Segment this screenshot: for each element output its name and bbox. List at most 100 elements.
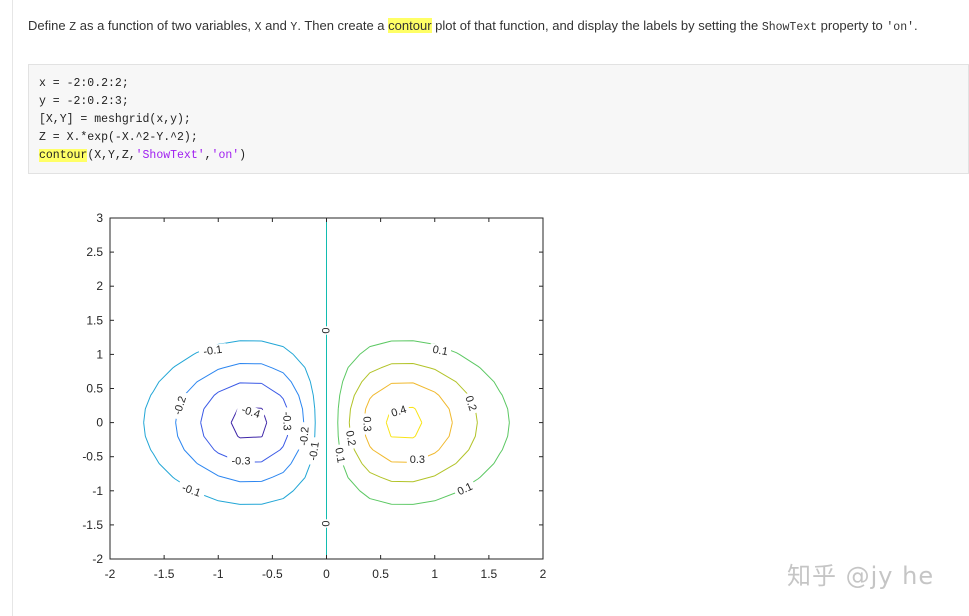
contour-label-bg [235,402,266,423]
contour-label: -0.3 [279,407,293,436]
contour-label-bg [320,326,333,335]
contour-label: 0.2 [461,391,480,416]
description-part: Y [290,21,298,34]
code-token: x = -2:0.2:2; [39,77,129,90]
y-tick-label: 3 [96,211,103,225]
x-tick-label: -1 [213,567,224,581]
contour-label-text: 0.3 [410,454,425,466]
code-token: , [204,149,212,162]
y-tick-label: -0.5 [82,450,103,464]
contour-line [175,362,305,483]
code-token: contour [39,149,88,162]
contour-label: -0.1 [198,343,228,359]
contour-label-text: 0.1 [332,447,346,464]
contour-label-bg [461,391,480,416]
y-tick-label: 2 [96,279,103,293]
code-token: [X,Y] = meshgrid(x,y); [39,113,191,126]
code-token: (X,Y,Z, [87,149,136,162]
description-part: and [261,18,291,33]
contour-label-bg [452,479,478,500]
description-part: . [914,18,918,33]
contour-label-text: 0.2 [343,430,357,447]
x-tick-label: 1 [431,567,438,581]
contour-label-bg [387,402,411,421]
contour-label: 0.3 [406,454,428,467]
contour-label-text: -0.3 [280,412,293,431]
code-token: Z = X.*exp(-X.^2-Y.^2); [39,131,198,144]
contour-label-text: -0.1 [307,441,322,461]
contour-label: -0.3 [227,455,255,468]
code-line: contour(X,Y,Z,'ShowText','on') [39,147,958,165]
contour-label-bg [428,343,452,359]
y-tick-label: 0.5 [86,382,103,396]
contour-label-bg [342,426,359,450]
contour-label: 0 [320,519,333,528]
contour-label-bg [170,390,191,421]
contour-label: 0.3 [360,413,373,435]
code-line: [X,Y] = meshgrid(x,y); [39,111,958,129]
contour-label: 0 [320,326,333,335]
y-tick-label: 2.5 [86,245,103,259]
y-tick-label: -1.5 [82,518,103,532]
y-tick-label: 1 [96,347,103,361]
contour-label-text: 0.4 [390,404,408,420]
code-token: y = -2:0.2:3; [39,95,129,108]
description-part: Z [69,21,77,34]
y-tick-label: 1.5 [86,313,103,327]
code-token: 'ShowText' [135,149,205,162]
contour-label: -0.1 [306,436,323,466]
contour-label: 0.1 [331,443,348,467]
contour-label-text: -0.1 [203,344,223,359]
y-tick-label: -2 [92,552,103,566]
x-tick-label: -0.5 [262,567,283,581]
description-part: property to [817,18,887,33]
description-part: as a function of two variables, [76,18,255,33]
y-tick-label: 0 [96,416,103,430]
contour-label-bg [176,480,207,502]
contour-label-bg [198,343,228,359]
contour-label: -0.2 [297,421,313,451]
code-line: x = -2:0.2:2; [39,75,958,93]
description-part: plot of that function, and display the l… [431,18,762,33]
contour-label-bg [227,455,255,468]
x-tick-label: -2 [105,567,116,581]
contour-label: 0.1 [428,343,452,359]
contour-label-bg [360,413,373,435]
x-tick-label: 2 [540,567,547,581]
contour-label-text: 0.3 [360,416,373,432]
axis-ticks: -2 -1.5 -1 -0.5 0 0.5 1 1.5 2 -2 -1.5 -1 -0.5 0 0.5 1 1.… [82,211,546,581]
contour-label: -0.4 [235,402,266,423]
contour-label-bg [331,443,348,467]
code-token: ) [239,149,247,162]
code-block: x = -2:0.2:2; y = -2:0.2:3; [X,Y] = meshgr… [28,64,969,174]
x-tick-label: -1.5 [154,567,175,581]
code-line: y = -2:0.2:3; [39,93,958,111]
contour-label-bg [297,421,313,451]
contour-label: 0.2 [342,426,359,450]
description-part: contour [388,18,432,33]
code-line: Z = X.*exp(-X.^2-Y.^2); [39,129,958,147]
contour-label-text: -0.4 [240,404,262,421]
x-tick-label: 0 [323,567,330,581]
contour-label-text: 0.1 [456,481,475,498]
contour-label-text: 0 [321,327,333,333]
contour-label-text: 0 [321,520,333,526]
contour-label-text: -0.2 [172,395,189,417]
contour-label-bg [406,454,428,467]
contour-label: 0.1 [452,479,478,500]
y-tick-label: -1 [92,484,103,498]
code-token: 'on' [211,149,240,162]
description-part: ShowText [761,21,818,34]
contour-label-text: 0.1 [432,344,449,358]
description-part: 'on' [886,21,915,34]
description-part: X [254,21,262,34]
contour-label-text: 0.2 [462,394,478,412]
description-paragraph: Define Z as a function of two variables,… [28,17,960,37]
x-tick-label: 0.5 [372,567,389,581]
contour-label-bg [320,519,333,528]
contour-label-bg [306,436,323,466]
contour-label-bg [279,407,293,436]
contour-labels: -0.1-0.1-0.1-0.2-0.2-0.3-0.3-0.4000.10.1… [170,326,480,528]
watermark: 知乎 @jy he [787,562,935,590]
